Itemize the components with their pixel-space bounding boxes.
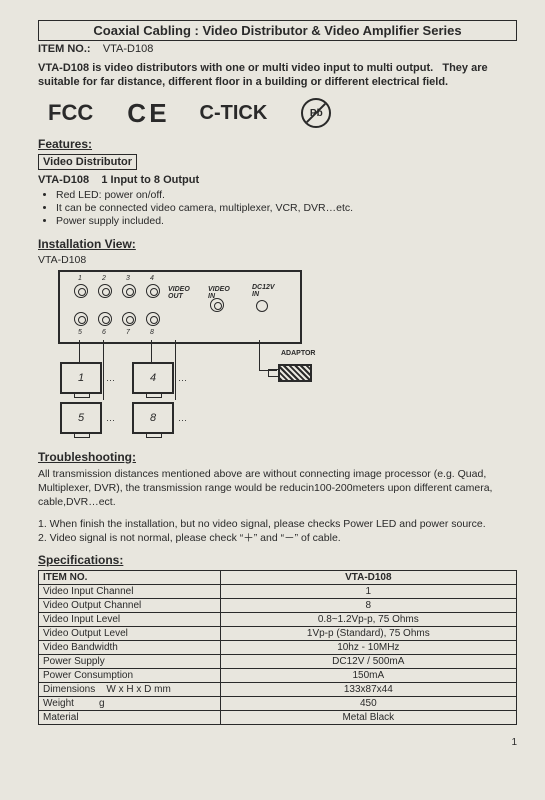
connector-4 — [146, 284, 160, 298]
compliance-logos: FCC C E C-TICK Pb — [48, 98, 517, 129]
dc12v-label: DC12V IN — [252, 284, 278, 298]
item-no-value: VTA-D108 — [103, 43, 154, 55]
spec-heading: Specifications: — [38, 553, 517, 567]
monitor-4: 4 — [132, 362, 174, 394]
connector-7 — [122, 312, 136, 326]
installation-diagram: 1 2 3 4 5 6 7 8 VIDEO OUT VIDEO IN DC12V… — [38, 270, 517, 440]
features-heading: Features: — [38, 137, 517, 151]
trouble-heading: Troubleshooting: — [38, 450, 517, 464]
trouble-step: 2. Video signal is not normal, please ch… — [38, 531, 517, 545]
fcc-logo: FCC — [48, 100, 93, 126]
install-heading: Installation View: — [38, 237, 517, 251]
monitor-5: 5 — [60, 402, 102, 434]
connector-2 — [98, 284, 112, 298]
model-line: VTA-D108 1 Input to 8 Output — [38, 174, 517, 186]
item-no-label: ITEM NO.: — [38, 43, 91, 55]
table-row: Weight g450 — [39, 697, 517, 711]
pb-free-logo: Pb — [301, 98, 331, 128]
table-row: Power SupplyDC12V / 500mA — [39, 655, 517, 669]
ctick-logo: C-TICK — [200, 102, 268, 125]
adaptor-icon — [278, 364, 312, 382]
table-row: Power Consumption150mA — [39, 669, 517, 683]
trouble-step: 1. When finish the installation, but no … — [38, 517, 517, 531]
table-row: Video Bandwidth10hz - 10MHz — [39, 641, 517, 655]
table-row: Dimensions W x H x D mm133x87x44 — [39, 683, 517, 697]
trouble-para: All transmission distances mentioned abo… — [38, 467, 517, 510]
connector-1 — [74, 284, 88, 298]
monitor-8: 8 — [132, 402, 174, 434]
adaptor-label: ADAPTOR — [281, 350, 315, 357]
spec-header-right: VTA-D108 — [220, 571, 516, 585]
table-row: Video Input Channel1 — [39, 585, 517, 599]
page-title: Coaxial Cabling : Video Distributor & Vi… — [93, 23, 461, 38]
connector-dc12v — [256, 300, 268, 312]
page-number: 1 — [38, 737, 517, 748]
table-row: Video Output Level1Vp-p (Standard), 75 O… — [39, 627, 517, 641]
trouble-steps: 1. When finish the installation, but no … — [38, 517, 517, 545]
video-distributor-box: Video Distributor — [38, 154, 137, 170]
title-box: Coaxial Cabling : Video Distributor & Vi… — [38, 20, 517, 41]
item-row: ITEM NO.: VTA-D108 — [38, 43, 517, 55]
description: VTA-D108 is video distributors with one … — [38, 61, 517, 90]
connector-video-in — [210, 298, 224, 312]
connector-3 — [122, 284, 136, 298]
ce-logo: C E — [127, 98, 165, 129]
video-out-label: VIDEO OUT — [168, 286, 196, 300]
video-in-label: VIDEO IN — [208, 286, 232, 300]
feature-item: It can be connected video camera, multip… — [56, 202, 517, 214]
connector-5 — [74, 312, 88, 326]
connector-6 — [98, 312, 112, 326]
table-row: Video Input Level0.8~1.2Vp-p, 75 Ohms — [39, 613, 517, 627]
monitor-1: 1 — [60, 362, 102, 394]
feature-item: Power supply included. — [56, 215, 517, 227]
device-box: 1 2 3 4 5 6 7 8 VIDEO OUT VIDEO IN DC12V… — [58, 270, 302, 344]
install-model: VTA-D108 — [38, 254, 517, 266]
feature-item: Red LED: power on/off. — [56, 189, 517, 201]
spec-header-left: ITEM NO. — [39, 571, 221, 585]
table-header-row: ITEM NO. VTA-D108 — [39, 571, 517, 585]
spec-table: ITEM NO. VTA-D108 Video Input Channel1 V… — [38, 570, 517, 725]
features-list: Red LED: power on/off. It can be connect… — [38, 189, 517, 227]
table-row: MaterialMetal Black — [39, 711, 517, 725]
connector-8 — [146, 312, 160, 326]
table-row: Video Output Channel8 — [39, 599, 517, 613]
